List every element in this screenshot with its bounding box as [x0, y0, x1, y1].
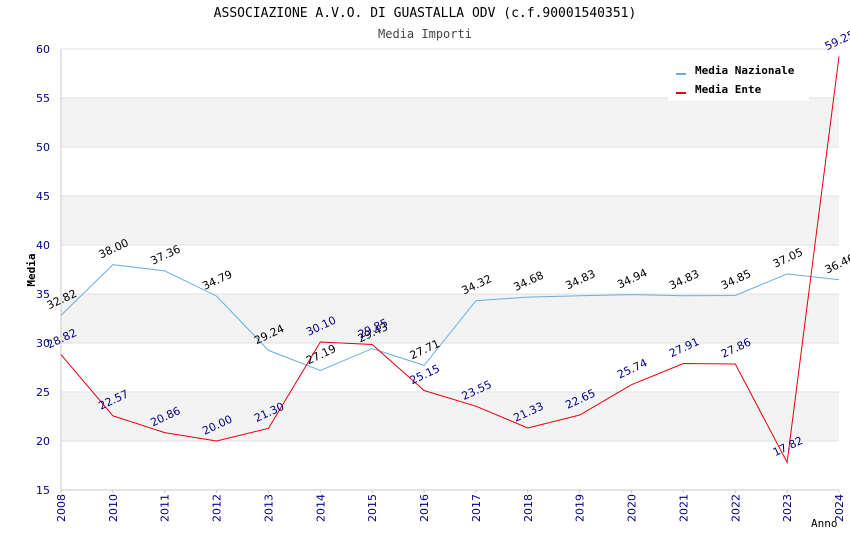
grid-band: [61, 98, 839, 147]
x-tick-label: 2023: [781, 494, 794, 522]
grid-band: [61, 441, 839, 490]
axes: [60, 49, 840, 493]
x-tick-label: 2019: [574, 494, 587, 522]
x-tick-label: 2008: [55, 494, 68, 522]
grid-band: [61, 294, 839, 343]
y-tick-label: 60: [36, 43, 50, 56]
x-tick-label: 2020: [626, 494, 639, 522]
x-tick-labels: 2008 2010 2011 2012 2013 2014 2015 2016 2017 2018…: [55, 494, 846, 522]
y-tick-label: 30: [36, 337, 50, 350]
grid-band: [61, 392, 839, 441]
grid-bands: [61, 48, 839, 491]
x-tick-label: 2018: [522, 494, 535, 522]
y-tick-labels: 15 20 25 30 35 40 45 50 55 60: [36, 43, 50, 497]
legend-box: [668, 58, 809, 101]
x-tick-label: 2012: [211, 494, 224, 522]
x-tick-label: 2014: [314, 494, 327, 522]
series-line-media-ente: [60, 56, 840, 465]
x-tick-label: 2022: [729, 494, 742, 522]
x-tick-label: 2015: [366, 494, 379, 522]
series-lines: [60, 56, 840, 465]
y-tick-label: 55: [36, 92, 50, 105]
legend: Media Nazionale Media Ente: [668, 58, 809, 101]
x-tick-label: 2017: [470, 494, 483, 522]
legend-label: Media Nazionale: [695, 64, 795, 77]
y-tick-label: 15: [36, 484, 50, 497]
chart-title: ASSOCIAZIONE A.V.O. DI GUASTALLA ODV (c.…: [213, 6, 637, 21]
y-tick-label: 20: [36, 435, 50, 448]
y-tick-label: 45: [36, 190, 50, 203]
x-tick-label: 2024: [833, 494, 846, 522]
y-tick-label: 25: [36, 386, 50, 399]
grid-band: [61, 147, 839, 196]
y-tick-label: 40: [36, 239, 50, 252]
y-axis-label: Media: [25, 253, 38, 286]
legend-label: Media Ente: [695, 83, 762, 96]
x-tick-label: 2011: [159, 494, 172, 522]
grid-band: [61, 343, 839, 392]
series-line-media-nazionale: [60, 264, 840, 372]
x-tick-label: 2016: [418, 494, 431, 522]
x-tick-label: 2013: [262, 494, 275, 522]
grid-band: [61, 196, 839, 245]
grid-band: [61, 245, 839, 294]
x-tick-label: 2010: [107, 494, 120, 522]
chart-subtitle: Media Importi: [378, 27, 472, 41]
x-tick-label: 2021: [677, 494, 690, 522]
y-tick-label: 35: [36, 288, 50, 301]
y-tick-label: 50: [36, 141, 50, 154]
x-axis-label: Anno: [811, 517, 838, 530]
